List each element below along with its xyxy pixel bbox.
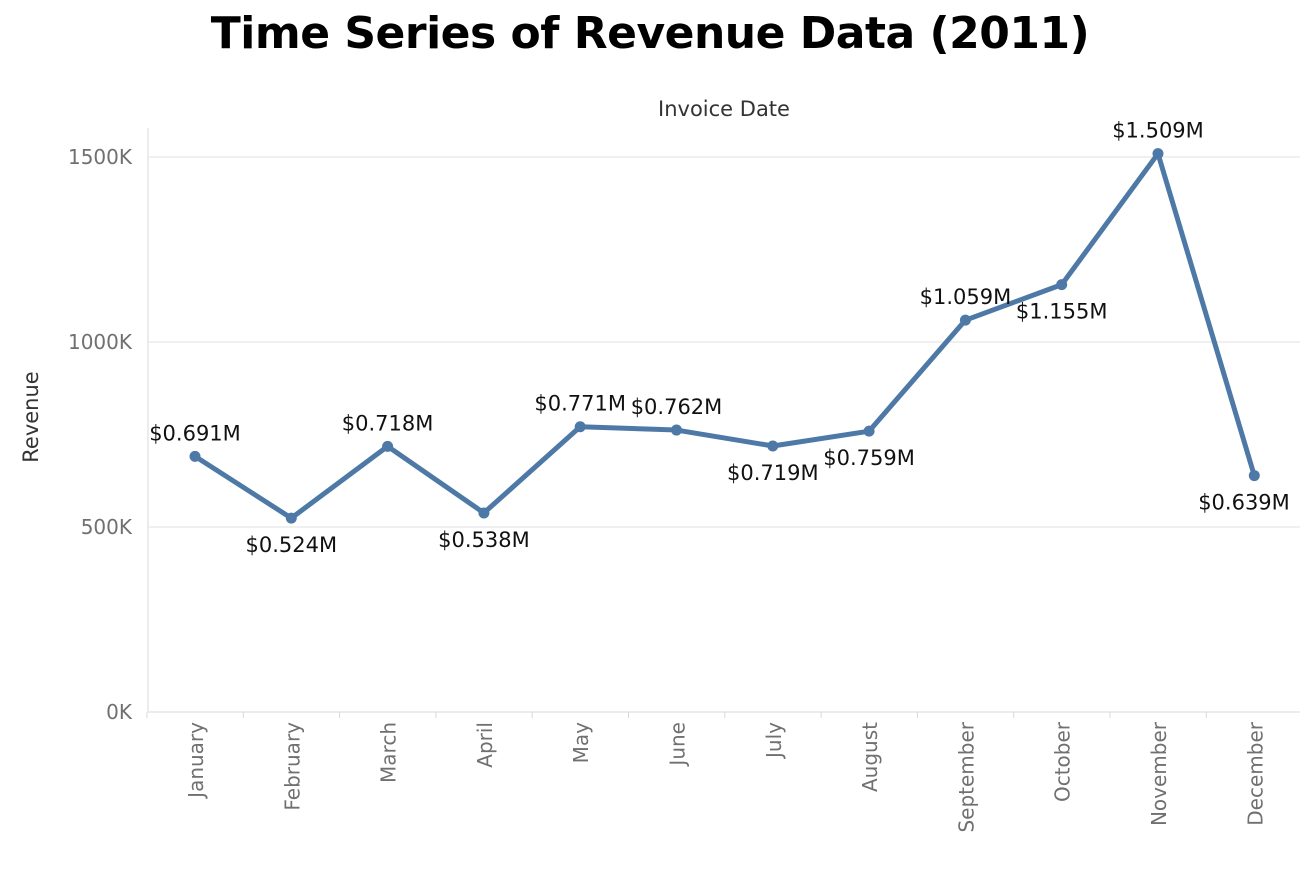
x-tick-label: September — [954, 721, 978, 832]
data-label: $1.059M — [920, 285, 1012, 309]
data-point — [285, 512, 297, 524]
x-tick-label: July — [762, 722, 786, 760]
data-label: $0.524M — [245, 533, 337, 557]
x-tick-label: December — [1243, 721, 1267, 825]
data-label: $1.509M — [1112, 119, 1204, 143]
data-labels: $0.691M $0.524M $0.718M $0.538M $0.771M $0.76… — [149, 119, 1290, 557]
data-label: $0.762M — [631, 395, 723, 419]
data-point — [671, 424, 682, 436]
data-point — [478, 507, 490, 519]
y-tick-label: 1500K — [68, 145, 133, 169]
data-label: $0.719M — [727, 461, 819, 485]
data-point — [189, 450, 201, 462]
revenue-series-line — [192, 151, 1257, 521]
data-label: $1.155M — [1016, 300, 1108, 324]
y-axis-ticks: 0K 500K 1000K 1500K — [68, 145, 133, 724]
x-axis-title: Invoice Date — [658, 97, 790, 121]
x-tick-label: April — [473, 722, 497, 768]
data-point — [1152, 148, 1164, 160]
y-axis-title: Revenue — [19, 371, 43, 462]
y-tick-label: 0K — [106, 700, 133, 724]
data-point — [574, 421, 586, 433]
chart-title: Time Series of Revenue Data (2011) — [210, 8, 1090, 59]
x-tick-label: February — [280, 722, 304, 811]
x-tick-label: November — [1147, 721, 1171, 826]
data-point — [863, 425, 875, 437]
data-label: $0.718M — [342, 411, 434, 435]
data-label: $0.759M — [823, 446, 915, 470]
data-point — [959, 314, 971, 326]
grid-lines — [148, 156, 1300, 528]
data-label: $0.691M — [149, 421, 241, 445]
data-point — [382, 440, 394, 452]
data-point — [767, 440, 779, 452]
data-label: $0.538M — [438, 528, 530, 552]
data-points — [189, 148, 1260, 524]
x-tick-label: January — [184, 722, 208, 800]
x-tick-label: August — [858, 722, 882, 792]
x-axis-ticks: January February March April May June July Augu… — [146, 712, 1267, 833]
data-label: $0.771M — [534, 392, 626, 416]
y-tick-label: 500K — [81, 515, 133, 539]
x-tick-label: March — [377, 722, 401, 783]
data-point — [1248, 470, 1260, 482]
x-tick-label: May — [569, 722, 593, 764]
x-tick-label: October — [1051, 721, 1075, 802]
data-point — [1056, 279, 1068, 291]
data-label: $0.639M — [1198, 491, 1290, 515]
x-tick-label: June — [666, 722, 690, 768]
y-tick-label: 1000K — [68, 330, 133, 354]
